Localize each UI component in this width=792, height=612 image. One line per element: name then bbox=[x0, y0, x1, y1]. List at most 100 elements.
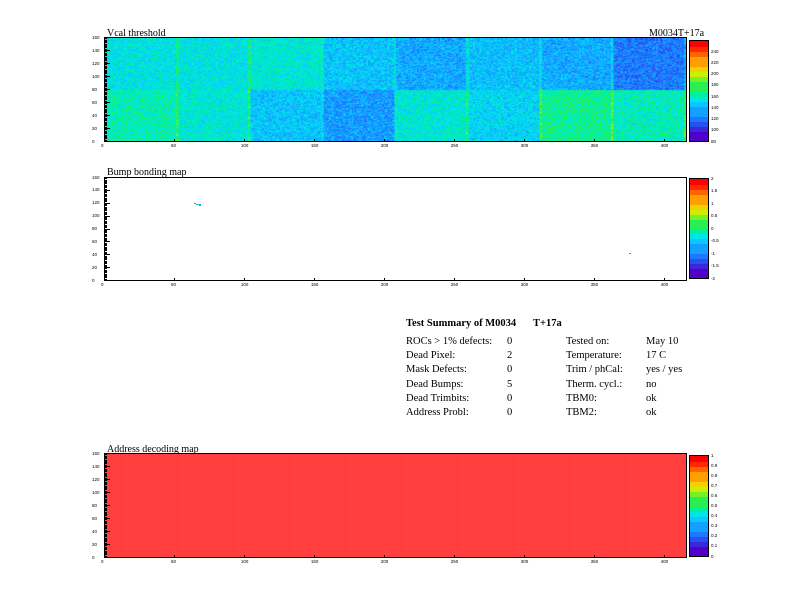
y-minor-tick bbox=[104, 464, 107, 466]
x-tick bbox=[104, 139, 105, 142]
color-scale-label: 0.3 bbox=[711, 523, 718, 529]
y-minor-tick bbox=[104, 66, 107, 68]
y-minor-tick bbox=[104, 497, 107, 498]
y-minor-tick bbox=[104, 60, 107, 61]
color-scale-label: 0 bbox=[711, 553, 714, 559]
y-minor-tick bbox=[104, 482, 107, 484]
y-minor-tick bbox=[104, 188, 107, 190]
y-minor-tick bbox=[104, 458, 107, 459]
y-minor-tick bbox=[104, 476, 107, 477]
x-tick bbox=[663, 278, 665, 281]
color-scale-band bbox=[690, 551, 708, 556]
y-minor-tick bbox=[104, 125, 107, 126]
y-minor-tick bbox=[104, 210, 107, 211]
y-minor-tick bbox=[104, 523, 107, 524]
color-scale-band bbox=[690, 116, 708, 122]
y-minor-tick bbox=[104, 63, 110, 64]
y-minor-tick bbox=[104, 486, 107, 488]
y-minor-tick bbox=[104, 524, 107, 525]
y-minor-tick bbox=[104, 549, 107, 550]
y-tick-label: 140 bbox=[92, 463, 100, 469]
color-scale-band bbox=[690, 66, 708, 72]
y-minor-tick bbox=[104, 260, 107, 262]
y-minor-tick bbox=[104, 78, 107, 80]
y-minor-tick bbox=[104, 280, 110, 281]
color-scale-band bbox=[690, 213, 708, 220]
x-tick-label: 250 bbox=[450, 282, 459, 287]
y-tick bbox=[104, 215, 110, 217]
y-minor-tick bbox=[104, 527, 107, 528]
y-tick bbox=[104, 505, 110, 506]
address-decoding-map bbox=[104, 453, 687, 558]
summary-left-value: 2 bbox=[507, 350, 513, 362]
y-minor-tick bbox=[104, 183, 107, 184]
color-scale-band bbox=[690, 218, 708, 225]
y-tick bbox=[104, 466, 110, 467]
y-tick bbox=[104, 141, 110, 142]
y-minor-tick bbox=[104, 37, 110, 38]
x-tick bbox=[523, 139, 525, 142]
y-tick-label: 160 bbox=[92, 450, 100, 456]
y-tick bbox=[104, 241, 110, 243]
y-minor-tick bbox=[104, 498, 107, 499]
y-minor-tick bbox=[104, 268, 107, 269]
plot-title-vcal-threshold: Vcal threshold bbox=[107, 28, 166, 39]
y-minor-tick bbox=[104, 52, 107, 54]
color-scale-band bbox=[690, 198, 708, 205]
color-scale-band bbox=[690, 111, 708, 117]
color-scale-band bbox=[690, 536, 708, 542]
y-tick-label: 0 bbox=[92, 554, 95, 560]
color-scale-label: 0.5 bbox=[711, 213, 718, 218]
y-tick-label: 60 bbox=[92, 99, 98, 105]
color-scale-band bbox=[690, 51, 708, 57]
y-minor-tick bbox=[104, 510, 107, 511]
y-minor-tick bbox=[104, 139, 107, 141]
y-minor-tick bbox=[104, 278, 107, 280]
x-tick bbox=[663, 555, 665, 558]
y-minor-tick bbox=[104, 218, 107, 219]
y-tick bbox=[104, 544, 110, 545]
y-minor-tick bbox=[104, 107, 107, 108]
bump-defect-pixel bbox=[197, 203, 200, 205]
y-minor-tick bbox=[104, 187, 107, 188]
y-minor-tick bbox=[104, 129, 107, 130]
y-minor-tick bbox=[104, 252, 107, 254]
y-minor-tick bbox=[104, 193, 107, 195]
y-tick-label: 60 bbox=[92, 515, 98, 521]
color-scale-band bbox=[690, 511, 708, 517]
y-minor-tick bbox=[104, 264, 107, 266]
y-tick-label: 40 bbox=[92, 251, 98, 257]
color-scale-band bbox=[690, 541, 708, 547]
y-minor-tick bbox=[104, 507, 107, 509]
x-tick-label: 200 bbox=[380, 143, 389, 148]
address-decoding-color-scale bbox=[689, 455, 709, 557]
y-minor-tick bbox=[104, 267, 110, 268]
color-scale-band bbox=[690, 466, 708, 472]
y-minor-tick bbox=[104, 512, 107, 514]
y-minor-tick bbox=[104, 191, 107, 192]
y-minor-tick bbox=[104, 57, 107, 59]
y-minor-tick bbox=[104, 236, 107, 237]
x-tick-label: 300 bbox=[520, 143, 529, 148]
color-scale-band bbox=[690, 179, 708, 185]
x-tick-label: 50 bbox=[170, 282, 176, 287]
color-scale-band bbox=[690, 546, 708, 552]
x-tick-label: 350 bbox=[590, 282, 599, 287]
y-minor-tick bbox=[104, 261, 107, 263]
x-tick bbox=[663, 139, 665, 142]
y-minor-tick bbox=[104, 219, 107, 220]
y-minor-tick bbox=[104, 534, 107, 536]
y-tick bbox=[104, 254, 110, 256]
color-scale-label: -1 bbox=[711, 250, 716, 256]
y-minor-tick bbox=[104, 475, 107, 476]
y-minor-tick bbox=[104, 102, 110, 103]
bump-defect-pixel bbox=[195, 203, 198, 205]
y-minor-tick bbox=[104, 195, 107, 196]
y-minor-tick bbox=[104, 53, 107, 55]
color-scale-band bbox=[690, 131, 708, 137]
summary-right-value: 17 C bbox=[646, 350, 667, 362]
y-minor-tick bbox=[104, 495, 107, 497]
color-scale-band bbox=[690, 531, 708, 537]
y-minor-tick bbox=[104, 453, 110, 454]
y-minor-tick bbox=[104, 481, 107, 483]
